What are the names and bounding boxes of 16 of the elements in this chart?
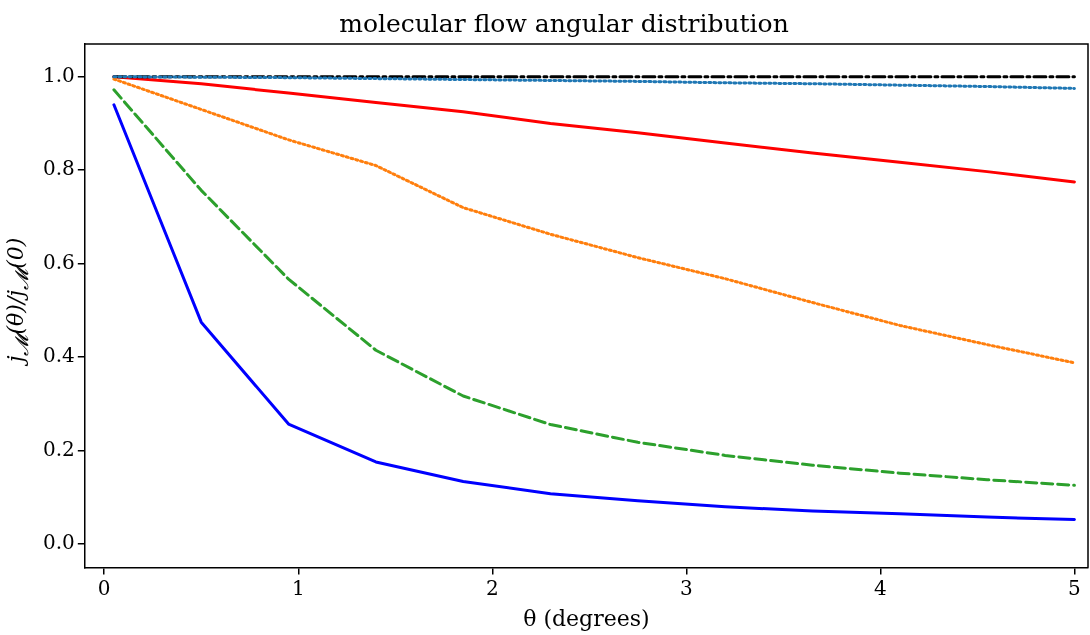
chart-title: molecular flow angular distribution — [339, 8, 789, 38]
x-tick-label: 2 — [485, 575, 499, 600]
y-tick-label: 0.8 — [42, 156, 75, 181]
y-tick-label: 0.6 — [42, 249, 75, 274]
x-axis-title: θ (degrees) — [523, 605, 650, 631]
y-tick-label: 0.2 — [42, 436, 75, 461]
x-tick-label: 0 — [97, 575, 111, 600]
x-tick-label: 5 — [1068, 575, 1081, 600]
x-tick-label: 4 — [874, 575, 887, 600]
y-tick-label: 0.0 — [42, 530, 75, 555]
y-tick-label: 1.0 — [42, 62, 75, 87]
x-tick-label: 3 — [679, 575, 693, 600]
line-series — [112, 77, 1076, 365]
line-series — [112, 75, 1076, 90]
x-tick-label: 1 — [291, 575, 305, 600]
y-tick-label: 0.4 — [42, 343, 75, 368]
